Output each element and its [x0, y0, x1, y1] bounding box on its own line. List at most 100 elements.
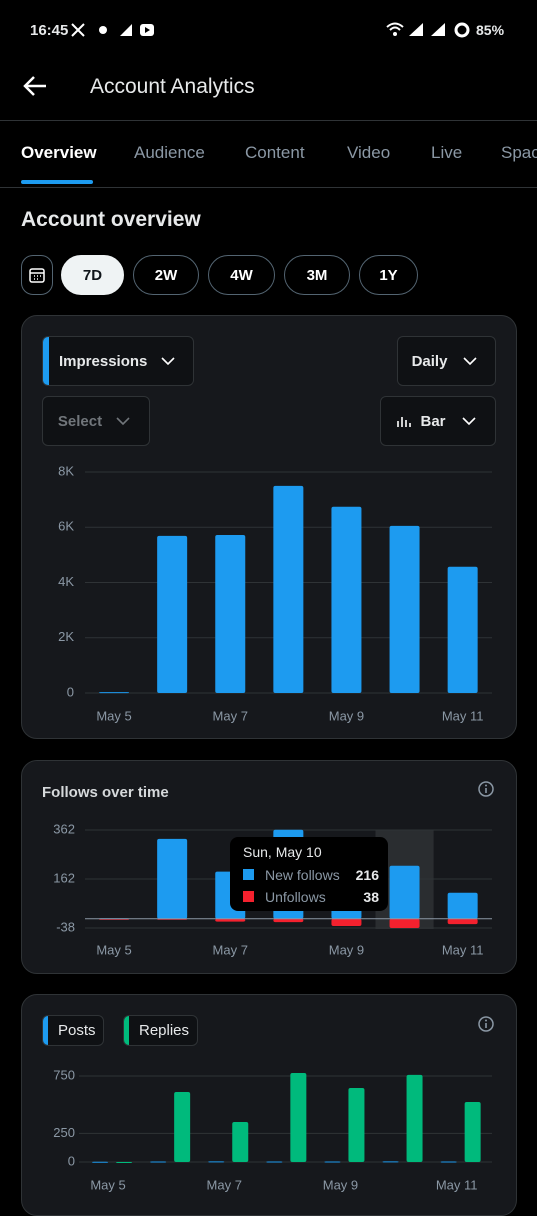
bar — [157, 838, 188, 919]
bar — [215, 918, 246, 922]
status-icons — [71, 23, 154, 37]
bar — [157, 535, 188, 693]
y-tick-label: 6K — [58, 519, 74, 534]
bar — [266, 1161, 283, 1163]
x-tick-label: May 5 — [90, 1177, 125, 1192]
tooltip-title: Sun, May 10 — [243, 844, 322, 860]
bar — [92, 1161, 109, 1163]
range-pill[interactable]: 1Y — [359, 255, 418, 295]
bar — [331, 918, 362, 927]
bar — [324, 1161, 341, 1163]
x-tick-label: May 11 — [442, 942, 484, 957]
tooltip-swatch — [243, 869, 254, 880]
bar — [215, 534, 246, 693]
legend-label: Replies — [139, 1022, 190, 1039]
bar — [447, 566, 478, 693]
bar — [208, 1161, 225, 1163]
tab[interactable]: Overview — [21, 143, 97, 162]
style-label: Bar — [420, 412, 446, 430]
calendar-icon — [29, 268, 45, 283]
bar — [116, 1162, 133, 1163]
y-tick-label: 162 — [53, 870, 75, 885]
y-tick-label: -38 — [56, 919, 75, 934]
style-dropdown[interactable]: Bar — [380, 396, 496, 446]
range-pill[interactable]: 7D — [61, 255, 124, 295]
x-tick-label: May 5 — [96, 942, 131, 957]
bar — [348, 1087, 365, 1162]
bar — [447, 918, 478, 925]
calendar-button[interactable] — [21, 255, 53, 295]
divider — [0, 187, 537, 188]
y-tick-label: 8K — [58, 463, 74, 478]
divider — [0, 120, 537, 121]
status-time: 16:45 — [30, 22, 69, 39]
x-tick-label: May 7 — [213, 708, 248, 723]
bar — [447, 892, 478, 919]
range-pill[interactable]: 3M — [284, 255, 350, 295]
chevron — [461, 417, 476, 426]
bar — [464, 1101, 481, 1162]
bar — [232, 1121, 249, 1162]
info-icon[interactable] — [477, 780, 495, 798]
tab[interactable]: Audience — [134, 143, 205, 162]
x-tick-label: May 9 — [329, 708, 364, 723]
y-tick-label: 2K — [58, 629, 74, 644]
bar — [273, 485, 304, 693]
chevron — [116, 417, 130, 426]
bar — [174, 1092, 191, 1162]
header-title: Account Analytics — [90, 75, 255, 98]
tab-indicator — [21, 180, 93, 184]
series-swatch — [43, 337, 49, 385]
bar — [406, 1074, 423, 1162]
bar — [382, 1161, 399, 1163]
y-tick-label: 750 — [53, 1067, 75, 1082]
range-pill[interactable]: 4W — [208, 255, 275, 295]
interval-dropdown[interactable]: Daily — [397, 336, 496, 386]
bar — [440, 1161, 457, 1163]
interval-label: Daily — [411, 352, 448, 370]
metric-label: Impressions — [59, 352, 148, 370]
range-pill[interactable]: 2W — [133, 255, 199, 295]
section-title: Account overview — [21, 208, 201, 231]
y-tick-label: 0 — [68, 1153, 75, 1168]
y-tick-label: 0 — [67, 684, 74, 699]
legend-swatch — [124, 1016, 129, 1045]
battery: 85% — [476, 22, 505, 38]
x-tick-label: May 11 — [436, 1177, 478, 1192]
compare-label: Select — [57, 412, 103, 430]
bar — [389, 865, 420, 919]
legend-label: Posts — [58, 1022, 96, 1039]
info-icon[interactable] — [477, 1015, 495, 1033]
x-tick-label: May 11 — [442, 708, 484, 723]
chart-title: Follows over time — [42, 784, 169, 801]
legend-item[interactable]: Replies — [123, 1015, 198, 1046]
bar-icon — [397, 417, 412, 427]
y-tick-label: 250 — [53, 1125, 75, 1140]
tab[interactable]: Content — [245, 143, 305, 162]
compare-dropdown[interactable]: Select — [42, 396, 150, 446]
chevron — [463, 357, 477, 366]
bar — [331, 506, 362, 693]
tooltip-value: 216 — [355, 867, 379, 883]
tooltip: Sun, May 10 New follows 216 Unfollows 38 — [230, 837, 388, 911]
bar — [150, 1161, 167, 1163]
bar — [389, 525, 420, 693]
system-icons — [386, 22, 470, 38]
legend-swatch — [43, 1016, 48, 1045]
tab[interactable]: Spac — [501, 143, 537, 162]
back-button[interactable] — [22, 74, 48, 98]
tab[interactable]: Live — [431, 143, 463, 162]
metric-dropdown[interactable]: Impressions — [42, 336, 194, 386]
bar — [290, 1072, 307, 1162]
bar — [389, 918, 420, 928]
y-tick-label: 362 — [53, 821, 75, 836]
chevron — [161, 357, 175, 366]
tab[interactable]: Video — [347, 143, 391, 162]
legend-item[interactable]: Posts — [42, 1015, 104, 1046]
tooltip-value: 38 — [363, 889, 379, 905]
x-tick-label: May 7 — [213, 942, 248, 957]
x-tick-label: May 5 — [96, 708, 131, 723]
bar — [99, 692, 130, 694]
